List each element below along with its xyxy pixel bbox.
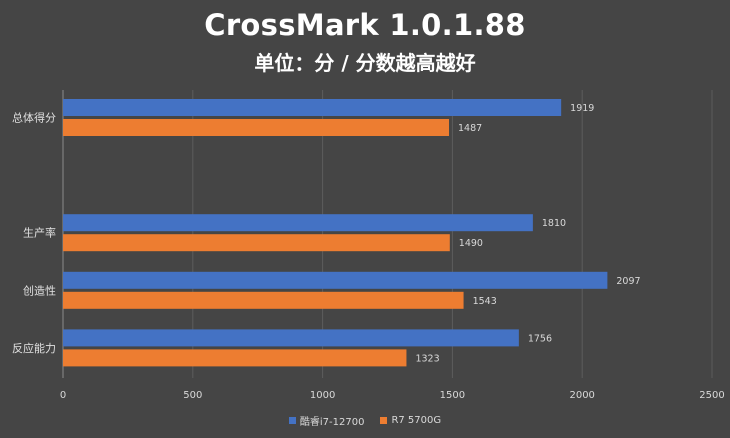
- data-label-2-0: 1810: [542, 218, 566, 229]
- category-label-2: 生产率: [23, 226, 56, 240]
- bar-2-1: [63, 234, 450, 252]
- data-label-3-0: 2097: [616, 276, 640, 287]
- x-tick-label-4: 2000: [569, 390, 594, 401]
- bar-3-1: [63, 291, 464, 309]
- x-tick-label-1: 500: [183, 390, 202, 401]
- chart-subtitle: 单位：分 / 分数越高越好: [254, 51, 476, 75]
- legend-item-series-1: R7 5700G: [380, 413, 441, 428]
- x-tick-label-5: 2500: [699, 390, 724, 401]
- data-label-3-1: 1543: [473, 296, 497, 307]
- legend: 酷睿i7-12700 R7 5700G: [0, 413, 730, 428]
- data-label-2-1: 1490: [459, 238, 483, 249]
- category-label-4: 反应能力: [12, 341, 56, 355]
- legend-item-series-0: 酷睿i7-12700: [288, 413, 365, 428]
- data-label-0-0: 1919: [570, 103, 594, 114]
- x-tick-label-0: 0: [60, 390, 66, 401]
- data-label-4-1: 1323: [415, 353, 439, 364]
- legend-label-series-1: R7 5700G: [391, 415, 442, 426]
- bar-4-0: [63, 329, 519, 347]
- bar-2-0: [63, 214, 533, 232]
- bar-0-0: [63, 99, 562, 116]
- legend-swatch-series-1: [380, 417, 388, 424]
- x-tick-label-3: 1500: [440, 390, 465, 401]
- data-label-0-1: 1487: [458, 123, 482, 134]
- bar-3-0: [63, 271, 608, 289]
- chart-title: CrossMark 1.0.1.88: [204, 8, 526, 42]
- legend-label-series-0: 酷睿i7-12700: [299, 417, 365, 428]
- bar-4-1: [63, 349, 407, 367]
- legend-swatch-series-0: [288, 417, 296, 424]
- category-label-0: 总体得分: [12, 111, 56, 125]
- category-label-3: 创造性: [23, 283, 56, 297]
- bar-0-1: [63, 119, 450, 136]
- data-label-4-0: 1756: [528, 333, 552, 344]
- x-tick-label-2: 1000: [310, 390, 335, 401]
